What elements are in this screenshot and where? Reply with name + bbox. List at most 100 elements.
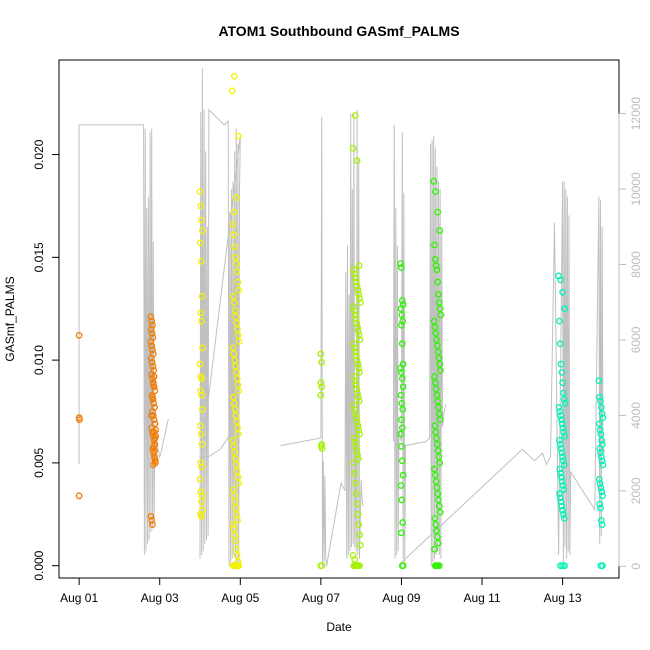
y-axis-label: GASmf_PALMS	[3, 276, 17, 361]
data-point	[398, 399, 406, 407]
data-point	[352, 490, 360, 498]
data-point	[76, 416, 83, 424]
data-point	[232, 260, 240, 267]
data-point	[75, 492, 83, 500]
data-point	[397, 364, 404, 372]
data-point	[354, 510, 362, 518]
data-point	[148, 342, 156, 350]
data-point	[556, 340, 564, 348]
data-point	[233, 268, 241, 276]
data-point	[559, 379, 566, 387]
data-point	[198, 405, 206, 413]
data-point	[355, 290, 363, 298]
data-point	[350, 307, 358, 315]
right-tick-label: 10000	[629, 172, 643, 206]
data-point	[233, 319, 241, 327]
data-point	[431, 465, 438, 473]
data-point	[596, 479, 604, 487]
data-point	[352, 315, 360, 323]
data-point	[397, 482, 405, 489]
data-point	[431, 545, 438, 553]
data-point	[435, 403, 442, 411]
data-point	[148, 358, 156, 366]
data-point	[231, 243, 239, 251]
data-point	[356, 430, 363, 438]
data-point	[556, 494, 564, 502]
y-tick-label: 0.015	[32, 242, 46, 272]
data-point	[437, 311, 445, 319]
data-point	[234, 473, 242, 481]
data-point	[198, 440, 206, 448]
data-point	[350, 340, 358, 348]
data-point	[399, 405, 407, 413]
data-point	[435, 354, 443, 362]
data-point	[147, 354, 155, 362]
data-point	[149, 381, 157, 389]
data-point	[352, 352, 360, 360]
data-point	[235, 286, 243, 294]
data-point	[351, 469, 359, 477]
altitude-line	[392, 124, 447, 567]
data-point	[151, 455, 159, 463]
data-point	[558, 473, 565, 481]
data-point	[148, 329, 156, 337]
data-point	[599, 492, 606, 500]
data-point	[597, 430, 605, 438]
data-point	[398, 340, 406, 348]
data-point	[558, 502, 566, 510]
data-point	[232, 362, 239, 370]
data-point	[152, 426, 160, 434]
data-point	[560, 395, 568, 403]
data-point	[352, 414, 360, 422]
data-point	[233, 510, 241, 518]
data-point	[231, 449, 239, 456]
data-point	[397, 264, 405, 271]
data-point	[431, 323, 439, 331]
y-tick-label: 0.000	[32, 550, 46, 580]
data-point	[318, 383, 326, 391]
altitude-line	[199, 68, 241, 567]
data-point	[198, 463, 206, 471]
data-point	[350, 434, 358, 442]
chart-title: ATOM1 Southbound GASmf_PALMS	[218, 23, 459, 39]
data-point	[397, 430, 404, 438]
data-point	[560, 461, 568, 469]
data-point	[356, 368, 363, 376]
data-point	[198, 344, 206, 352]
data-point	[232, 253, 239, 261]
data-point	[351, 405, 359, 413]
data-point	[352, 410, 359, 417]
data-point	[197, 430, 205, 438]
data-point	[561, 399, 569, 407]
data-point	[556, 317, 563, 325]
data-point	[232, 412, 240, 419]
data-point	[350, 303, 357, 311]
data-point	[432, 385, 440, 393]
data-point	[399, 383, 407, 391]
data-point	[353, 447, 361, 454]
plot-frame	[58, 59, 620, 579]
data-point	[398, 297, 406, 304]
data-point	[597, 403, 605, 411]
data-point	[436, 416, 444, 424]
data-point	[229, 344, 237, 352]
data-point	[430, 317, 438, 325]
data-point	[436, 227, 444, 235]
data-point	[352, 562, 360, 570]
data-point	[556, 408, 564, 415]
data-point	[234, 331, 242, 339]
data-point	[148, 412, 156, 419]
data-point	[149, 321, 156, 329]
data-point	[435, 502, 443, 510]
data-point	[197, 387, 205, 395]
data-point	[433, 434, 440, 442]
data-point	[354, 393, 362, 401]
data-point	[398, 375, 406, 382]
data-point	[356, 294, 363, 302]
data-point	[397, 391, 405, 399]
data-point	[595, 475, 603, 483]
data-point	[598, 436, 606, 444]
data-point	[234, 562, 241, 570]
data-point	[232, 194, 240, 202]
